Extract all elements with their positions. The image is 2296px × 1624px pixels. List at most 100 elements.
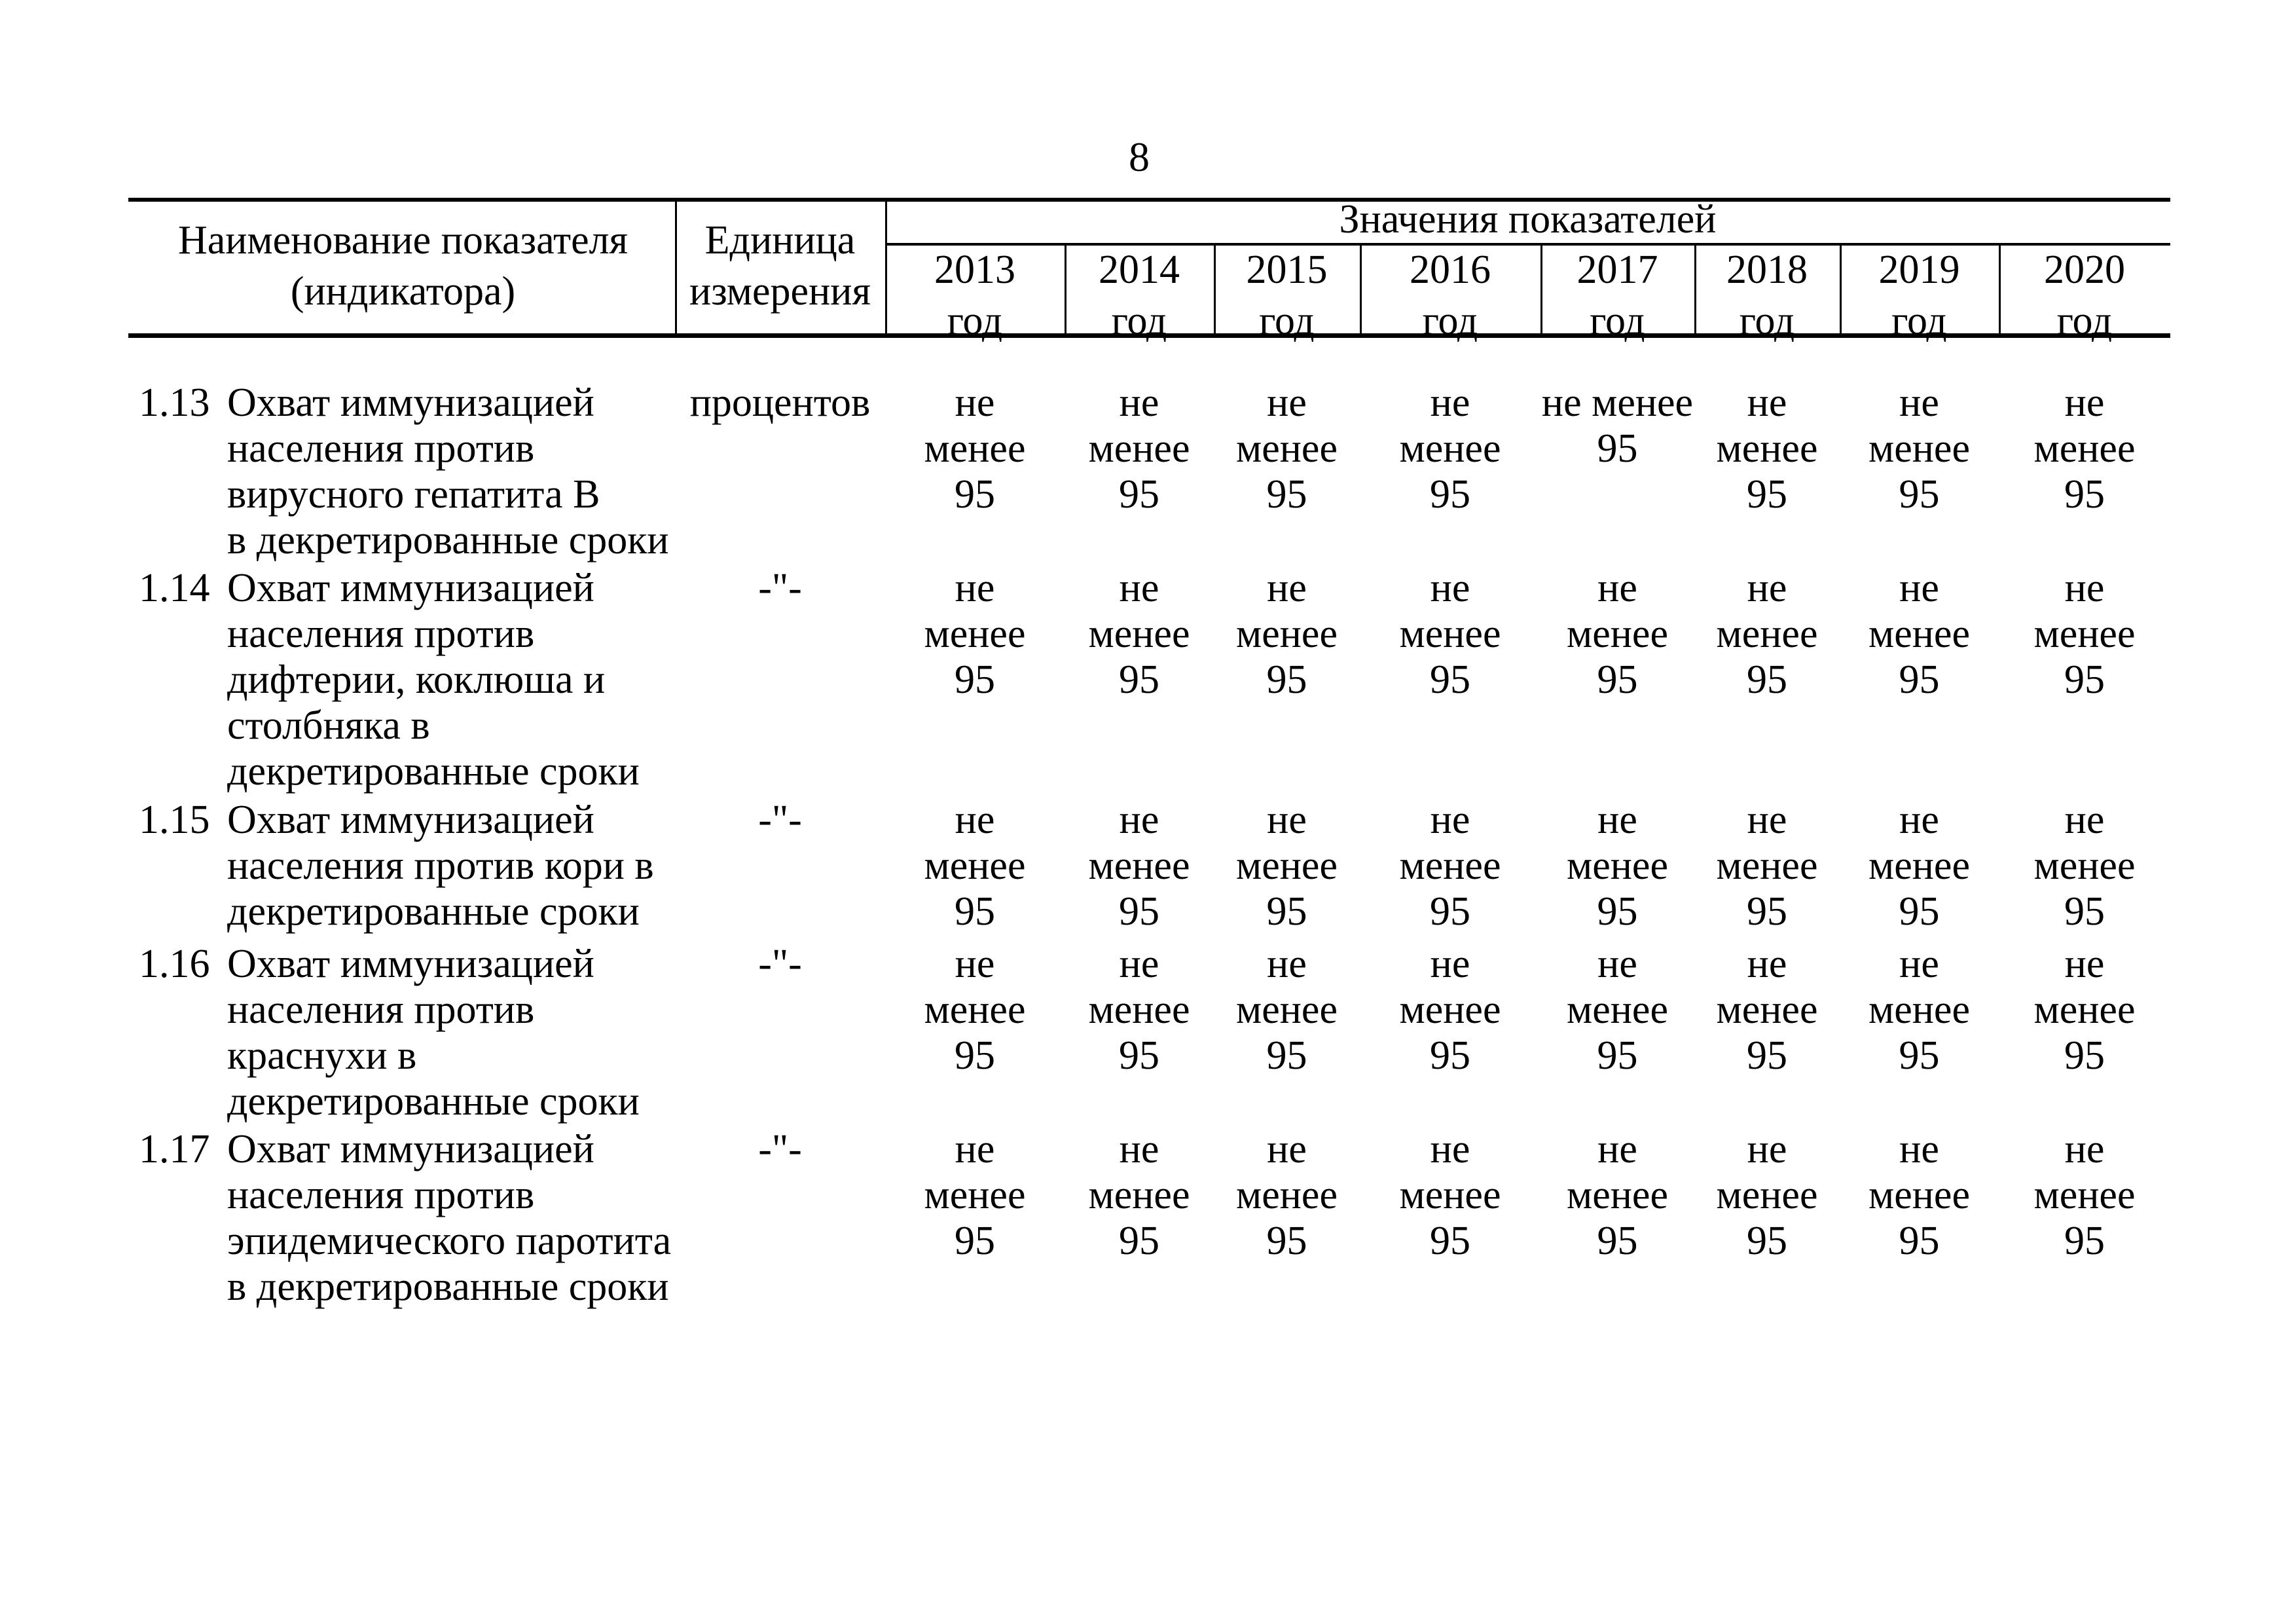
value-cell: не менее 95 [1540,565,1694,703]
value-line: 95 [1430,889,1470,934]
year-suffix: год [1891,299,1947,343]
value-line: менее [1236,612,1338,656]
row-number: 1.17 [139,1127,210,1172]
header-unit-column: Единица измерения [675,198,885,333]
value-cell: не менее 95 [1840,380,1999,517]
value-line: не [2064,1127,2105,1172]
unit-cell: -"- [758,566,802,610]
value-line: 95 [1597,657,1638,702]
value-line: 95 [955,889,995,934]
value-cell: не менее 95 [1214,565,1360,703]
column-separator [1840,243,1842,333]
value-line: 95 [2064,889,2105,934]
value-cell: не менее 95 [1214,380,1360,517]
value-line: не [1597,566,1637,610]
value-line: не [1119,380,1159,425]
value-line: 95 [1597,1219,1638,1263]
value-line: менее [1716,843,1818,888]
value-cell: не менее 95 [1694,1126,1840,1264]
indicator-name-line: Охват иммунизацией [227,798,594,842]
value-cell: не менее 95 [1694,797,1840,934]
unit-cell: процентов [689,380,871,425]
value-line: 95 [1430,1033,1470,1078]
value-cell: не менее 95 [885,380,1065,517]
value-line: менее [924,612,1026,656]
value-line: менее [924,426,1026,471]
value-line: менее [924,843,1026,888]
value-line: 95 [1266,1219,1307,1263]
row-number: 1.14 [139,566,210,610]
year-label: 2016 [1410,248,1491,292]
value-line: менее [1088,843,1190,888]
header-name-line1: Наименование показателя [177,217,629,263]
unit-cell: -"- [758,1127,802,1172]
value-line: менее [1567,987,1668,1032]
value-cell: не менее 95 [1999,380,2170,517]
value-line: не [1267,380,1307,425]
value-line: не [2064,566,2105,610]
column-separator [1540,243,1542,333]
value-line: менее [1399,612,1501,656]
value-line: менее [1088,1173,1190,1217]
value-line: не [2064,798,2105,842]
unit-cell: -"- [758,942,802,986]
value-line: не [2064,380,2105,425]
indicator-name-line: декретированные сроки [227,749,640,794]
value-line: 95 [955,657,995,702]
header-bottom-border [128,333,2170,338]
value-line: не [1597,1127,1637,1172]
value-cell: не менее 95 [1840,941,1999,1079]
value-line: 95 [1747,1219,1787,1263]
year-suffix: год [2056,299,2113,343]
value-line: не [955,380,995,425]
column-separator [885,198,887,333]
value-line: не [1430,1127,1470,1172]
value-cell: не менее 95 [1214,1126,1360,1264]
value-cell: не менее 95 [1065,380,1214,517]
indicator-name-line: в декретированные сроки [227,1264,669,1309]
row-number: 1.13 [139,380,210,425]
value-line: не [955,942,995,986]
value-line: не [1597,798,1637,842]
value-line: менее [1567,612,1668,656]
indicator-name-line: Охват иммунизацией [227,942,594,986]
value-line: менее [1716,612,1818,656]
header-unit-line1: Единица [704,217,856,263]
value-line: менее [1716,987,1818,1032]
indicator-name-line: вирусного гепатита В [227,472,600,517]
value-line: 95 [1266,1033,1307,1078]
indicator-name-line: декретированные сроки [227,889,640,934]
value-cell: не менее 95 [1360,1126,1540,1264]
value-line: не [1899,1127,1939,1172]
value-line: менее [1399,987,1501,1032]
value-cell: не менее 95 [885,797,1065,934]
value-line: менее [1236,843,1338,888]
header-year-2013: 2013 год [885,244,1065,346]
value-cell: не менее 95 [885,941,1065,1079]
column-separator [1065,243,1066,333]
year-label: 2017 [1576,248,1658,292]
value-line: не [1119,1127,1159,1172]
value-cell: не менее 95 [885,565,1065,703]
value-line: не [955,566,995,610]
value-line: 95 [955,472,995,517]
values-caption-separator [885,243,2170,246]
value-line: 95 [1119,889,1159,934]
header-name-column: Наименование показателя (индикатора) [131,198,675,333]
value-line: не [1747,380,1787,425]
value-line: 95 [1597,889,1638,934]
value-line: не [1747,1127,1787,1172]
value-line: менее [2033,987,2136,1032]
value-line: не [1747,566,1787,610]
year-label: 2014 [1099,248,1180,292]
value-line: не [1899,380,1939,425]
value-line: не [1267,566,1307,610]
value-line: не [1430,380,1470,425]
value-cell: не менее 95 [1540,380,1694,471]
value-cell: не менее 95 [1999,1126,2170,1264]
value-line: 95 [955,1219,995,1263]
value-cell: не менее 95 [1999,941,2170,1079]
header-year-2016: 2016 год [1360,244,1540,346]
value-line: не [1119,942,1159,986]
value-line: менее [1236,987,1338,1032]
